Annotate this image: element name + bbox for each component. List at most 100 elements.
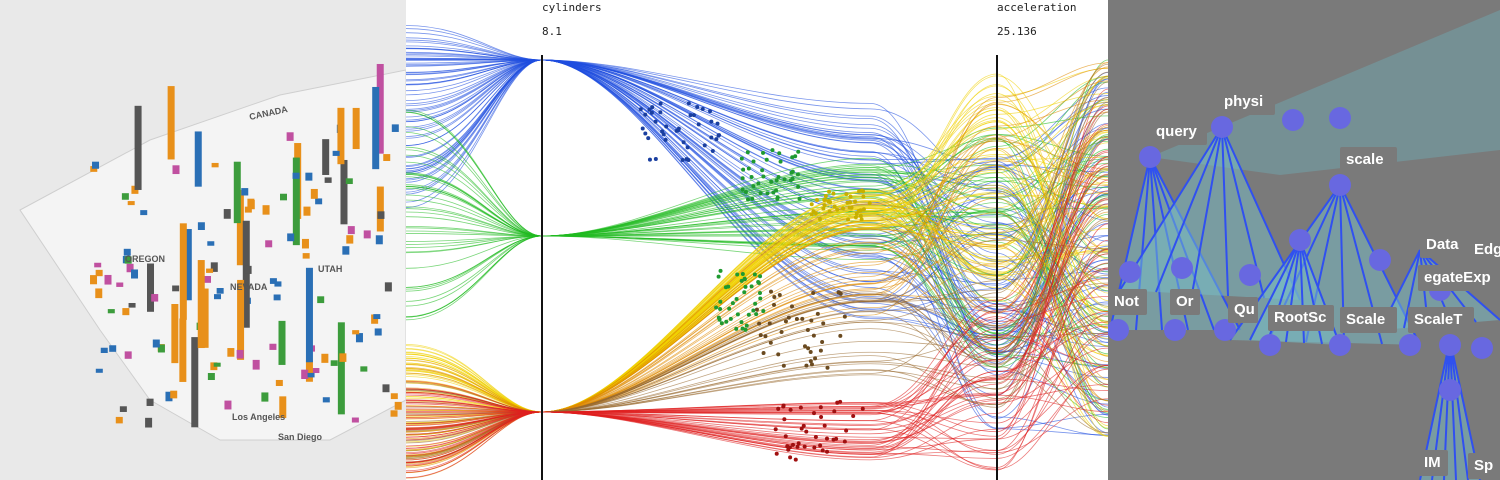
map-bar — [151, 294, 159, 302]
dot — [740, 326, 745, 331]
dot — [710, 148, 715, 153]
label-box — [1420, 232, 1468, 258]
map-bar — [342, 246, 350, 255]
map-bar — [302, 253, 310, 259]
dot — [776, 406, 781, 411]
dot — [761, 309, 766, 314]
dot — [750, 196, 755, 201]
dot — [658, 101, 663, 106]
map-bar — [201, 288, 209, 348]
dot — [848, 194, 853, 199]
dot — [844, 428, 849, 433]
map-bar — [346, 235, 354, 244]
dot — [765, 191, 770, 196]
dot — [740, 272, 745, 277]
dot — [820, 339, 825, 344]
map-bar — [213, 362, 221, 367]
map-bar — [305, 267, 313, 363]
dot — [772, 294, 777, 299]
map-bar — [275, 379, 283, 387]
node-label: Data — [1426, 236, 1459, 253]
map-bar — [269, 278, 277, 284]
dot — [717, 133, 722, 138]
dot — [760, 168, 765, 173]
dot — [735, 272, 740, 277]
map-bar — [292, 157, 300, 246]
node — [1119, 261, 1141, 283]
curve — [406, 59, 1108, 310]
dot — [827, 209, 832, 214]
label-box — [1340, 307, 1397, 333]
node-label: Sp — [1474, 457, 1493, 474]
dot — [822, 197, 827, 202]
dot — [681, 140, 686, 145]
map-bar — [236, 190, 244, 266]
map-bar — [347, 226, 355, 235]
dot — [685, 145, 690, 150]
map-bar — [292, 172, 300, 179]
dot — [761, 174, 766, 179]
dot — [684, 157, 689, 162]
dot — [745, 150, 750, 155]
dot — [718, 268, 723, 273]
dot — [813, 211, 818, 216]
dot — [724, 319, 729, 324]
map-bar — [122, 308, 130, 316]
dot — [861, 207, 866, 212]
map-bar — [312, 368, 320, 374]
dot — [730, 301, 735, 306]
dot — [686, 101, 691, 106]
dot — [821, 321, 826, 326]
dot — [661, 132, 666, 137]
map-bar — [90, 166, 98, 172]
dot — [809, 362, 814, 367]
dot — [782, 177, 787, 182]
curve — [406, 132, 1108, 237]
dot — [749, 284, 754, 289]
dot — [853, 215, 858, 220]
dot — [743, 284, 748, 289]
dot — [812, 411, 817, 416]
dot — [771, 302, 776, 307]
dot — [658, 110, 663, 115]
map-bar — [376, 186, 384, 232]
dot — [718, 307, 723, 312]
node — [1369, 249, 1391, 271]
dot — [650, 105, 655, 110]
curve — [406, 378, 1108, 479]
map-bar — [307, 372, 315, 378]
map-bar — [191, 337, 199, 428]
dot — [761, 351, 766, 356]
dot — [835, 207, 840, 212]
dot — [744, 323, 749, 328]
dot — [809, 212, 814, 217]
dot — [653, 119, 658, 124]
dot — [814, 197, 819, 202]
plane — [1150, 10, 1500, 175]
map-bar — [90, 275, 98, 285]
node — [1171, 257, 1193, 279]
dot — [757, 290, 762, 295]
curve — [406, 150, 1108, 467]
dot — [709, 135, 714, 140]
map-bar — [384, 282, 392, 292]
map-bar — [301, 238, 309, 249]
map-bar — [236, 349, 244, 359]
dot — [735, 312, 740, 317]
map-bar — [324, 177, 332, 183]
map-bar — [124, 351, 132, 359]
map-bar — [223, 209, 231, 219]
map-bar — [146, 398, 154, 406]
dot — [804, 429, 809, 434]
map-bar — [377, 211, 385, 219]
dot — [728, 316, 733, 321]
dot — [798, 405, 803, 410]
map-bar — [152, 339, 160, 348]
dot — [653, 156, 658, 161]
curve — [406, 119, 1108, 413]
dot — [790, 304, 795, 309]
edge — [1155, 126, 1223, 293]
dot — [756, 280, 761, 285]
map-bar — [390, 393, 398, 400]
